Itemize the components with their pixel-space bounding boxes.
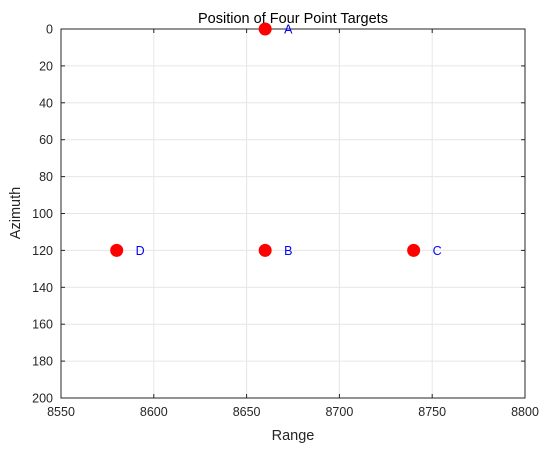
x-tick-label: 8700 bbox=[325, 405, 353, 419]
x-tick-label: 8750 bbox=[418, 405, 446, 419]
y-axis-label: Azimuth bbox=[8, 187, 24, 239]
chart-title: Position of Four Point Targets bbox=[198, 11, 388, 27]
data-points: A B C D bbox=[110, 22, 442, 258]
y-tick-label: 120 bbox=[32, 244, 53, 258]
x-axis-label: Range bbox=[272, 428, 315, 444]
point-label-c: C bbox=[433, 244, 442, 258]
y-tick-label: 40 bbox=[39, 96, 53, 110]
y-tick-label: 0 bbox=[46, 23, 53, 37]
point-marker-a bbox=[258, 22, 272, 36]
point-label-d: D bbox=[136, 244, 145, 258]
point-label-a: A bbox=[284, 23, 293, 37]
point-marker-d bbox=[110, 243, 124, 257]
point-label-b: B bbox=[284, 244, 292, 258]
y-tick-label: 140 bbox=[32, 281, 53, 295]
x-tick-label: 8800 bbox=[511, 405, 539, 419]
y-tick-label: 80 bbox=[39, 170, 53, 184]
x-tick-label: 8600 bbox=[140, 405, 168, 419]
y-tick-label: 100 bbox=[32, 207, 53, 221]
ticks: 8550 8600 8650 8700 8750 8800 0 20 40 60 80 100 120 1… bbox=[32, 23, 539, 420]
point-marker-c bbox=[407, 243, 421, 257]
y-tick-label: 160 bbox=[32, 318, 53, 332]
point-marker-b bbox=[258, 243, 272, 257]
y-tick-label: 180 bbox=[32, 355, 53, 369]
y-tick-label: 60 bbox=[39, 133, 53, 147]
y-tick-label: 20 bbox=[39, 59, 53, 73]
x-tick-label: 8550 bbox=[47, 405, 75, 419]
y-tick-label: 200 bbox=[32, 392, 53, 406]
x-tick-label: 8650 bbox=[233, 405, 261, 419]
